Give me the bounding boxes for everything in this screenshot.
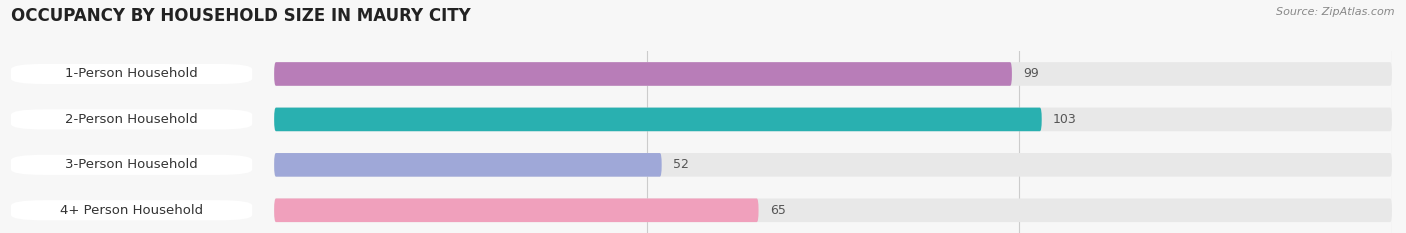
FancyBboxPatch shape (11, 109, 252, 130)
Text: 2-Person Household: 2-Person Household (65, 113, 198, 126)
FancyBboxPatch shape (274, 199, 1392, 222)
FancyBboxPatch shape (274, 108, 1042, 131)
Text: 103: 103 (1053, 113, 1077, 126)
Text: 99: 99 (1024, 68, 1039, 80)
Text: 52: 52 (673, 158, 689, 171)
FancyBboxPatch shape (11, 155, 252, 175)
FancyBboxPatch shape (274, 108, 1392, 131)
Text: 1-Person Household: 1-Person Household (65, 68, 198, 80)
FancyBboxPatch shape (274, 153, 662, 177)
FancyBboxPatch shape (274, 62, 1012, 86)
FancyBboxPatch shape (11, 200, 252, 220)
FancyBboxPatch shape (11, 64, 252, 84)
FancyBboxPatch shape (274, 153, 1392, 177)
Text: OCCUPANCY BY HOUSEHOLD SIZE IN MAURY CITY: OCCUPANCY BY HOUSEHOLD SIZE IN MAURY CIT… (11, 7, 471, 25)
Text: 65: 65 (769, 204, 786, 217)
Text: Source: ZipAtlas.com: Source: ZipAtlas.com (1277, 7, 1395, 17)
Text: 4+ Person Household: 4+ Person Household (60, 204, 202, 217)
Text: 3-Person Household: 3-Person Household (65, 158, 198, 171)
FancyBboxPatch shape (274, 199, 759, 222)
FancyBboxPatch shape (274, 62, 1392, 86)
